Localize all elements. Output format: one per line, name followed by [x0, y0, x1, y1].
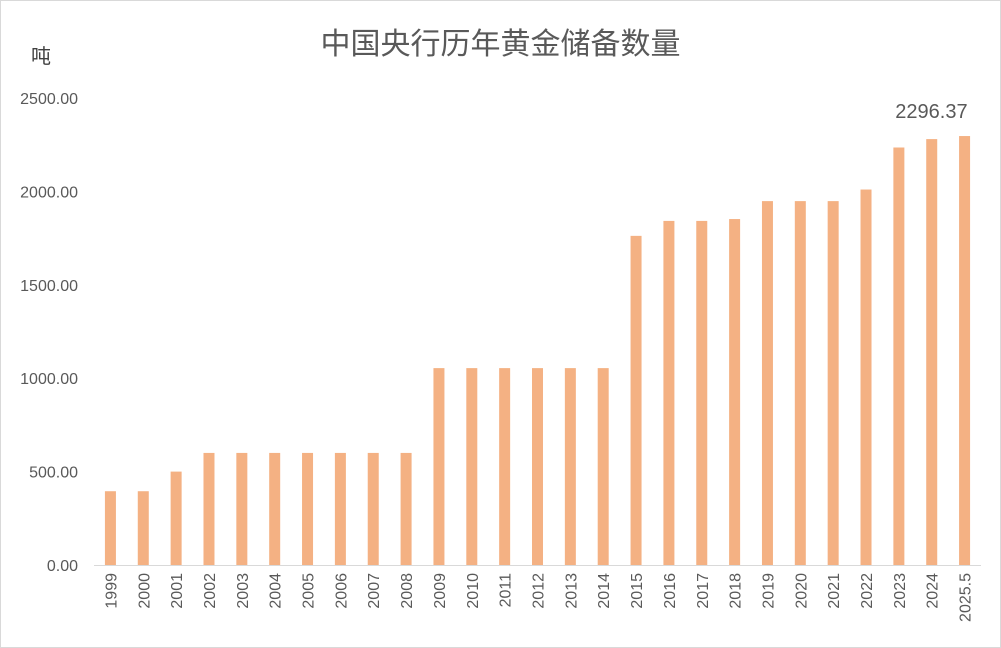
x-tick-label: 2003 [235, 573, 252, 609]
bar-2000 [137, 491, 149, 565]
x-tick-label: 2004 [268, 573, 285, 609]
chart-title: 中国央行历年黄金储备数量 [320, 27, 681, 62]
x-tick-label: 2016 [662, 573, 679, 609]
x-tick-label: 2006 [333, 573, 350, 609]
x-tick-label: 1999 [103, 573, 120, 609]
y-tick-label: 500.00 [29, 465, 78, 482]
x-tick-label: 2017 [695, 573, 712, 609]
x-tick-label: 2009 [432, 573, 449, 609]
bar-2015 [630, 235, 642, 565]
bar-2017 [696, 220, 708, 565]
bar-2022 [860, 189, 872, 566]
bar-2024 [926, 139, 938, 565]
x-tick-label: 2020 [793, 573, 810, 609]
bar-2010 [466, 368, 478, 565]
y-tick-label: 0.00 [47, 558, 78, 575]
bar-2011 [499, 368, 511, 565]
x-tick-label: 2000 [136, 573, 153, 609]
bar-2002 [203, 452, 215, 565]
y-tick-label: 1500.00 [20, 278, 78, 295]
x-tick-label: 2021 [826, 573, 843, 609]
x-tick-label: 2019 [760, 573, 777, 609]
data-label: 2296.37 [895, 101, 967, 123]
x-tick-label: 2015 [629, 573, 646, 609]
bar-2020 [794, 201, 806, 566]
bar-2006 [334, 452, 346, 565]
bar-2008 [400, 452, 412, 565]
x-tick-label: 2011 [498, 573, 515, 608]
bar-2018 [729, 219, 741, 566]
x-tick-label: 2013 [563, 573, 580, 609]
bar-1999 [104, 491, 116, 565]
bar-2001 [170, 471, 182, 565]
bar-2004 [269, 452, 281, 565]
bar-2023 [893, 147, 905, 565]
bar-2007 [367, 452, 379, 565]
y-tick-label: 2500.00 [20, 91, 78, 108]
x-tick-label: 2024 [925, 573, 942, 609]
x-tick-label: 2008 [399, 573, 416, 609]
bar-2014 [597, 368, 609, 565]
x-tick-label: 2023 [892, 573, 909, 609]
x-tick-label: 2010 [465, 573, 482, 609]
bar-2012 [532, 368, 543, 565]
bar-2009 [433, 368, 445, 565]
bar-2019 [761, 201, 773, 566]
bar-2003 [236, 452, 248, 565]
x-tick-label: 2012 [531, 573, 548, 609]
x-tick-label: 2007 [366, 573, 383, 609]
x-tick-label: 2014 [596, 573, 613, 609]
bar-2005 [302, 452, 314, 565]
y-tick-label: 1000.00 [20, 371, 78, 388]
x-tick-label: 2002 [202, 573, 219, 609]
bar-2013 [564, 368, 576, 565]
bar-2025.5 [959, 136, 971, 565]
x-tick-label: 2025.5 [958, 573, 975, 622]
bar-2021 [827, 201, 839, 566]
x-tick-label: 2005 [301, 573, 318, 609]
bar-2016 [663, 220, 675, 565]
y-axis-unit-label: 吨 [31, 44, 51, 68]
x-tick-label: 2018 [728, 573, 745, 609]
x-tick-label: 2001 [169, 573, 186, 609]
y-tick-label: 2000.00 [20, 184, 78, 201]
x-tick-label: 2022 [859, 573, 876, 609]
